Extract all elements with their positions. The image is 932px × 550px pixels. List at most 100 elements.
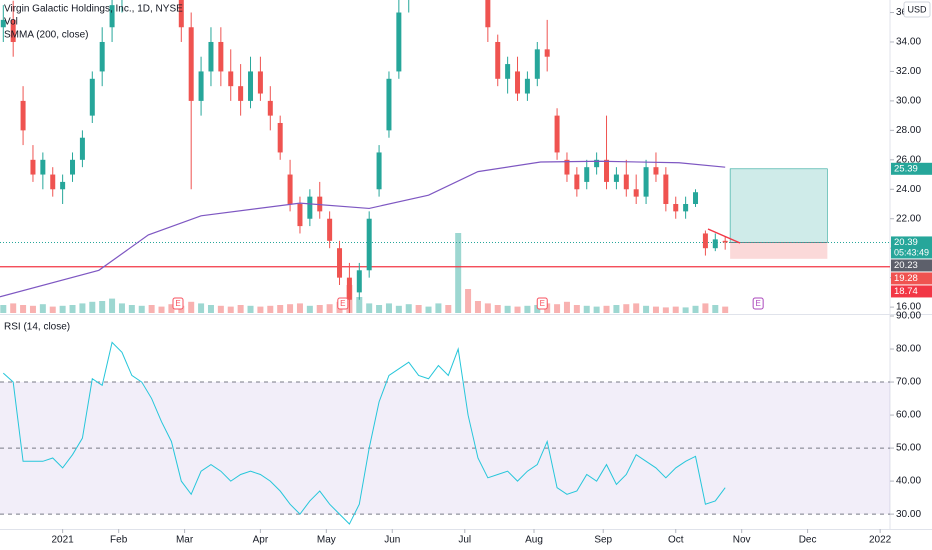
x-tick-label: Jun (384, 535, 400, 546)
volume-bar (138, 305, 145, 313)
candle-body (554, 115, 560, 153)
volume-bar (682, 307, 689, 313)
candle-body (346, 277, 352, 300)
volume-bar (287, 304, 294, 313)
price-badge (891, 272, 932, 285)
chart-title: Virgin Galactic Holdings, Inc., 1D, NYSE (4, 4, 183, 15)
x-tick-label: Apr (253, 535, 269, 546)
smma-line (0, 160, 726, 298)
currency-box[interactable] (903, 1, 931, 18)
candle-body (228, 71, 234, 87)
volume-bar (306, 305, 313, 313)
rsi-title: RSI (14, close) (4, 322, 70, 333)
candle-body (297, 204, 303, 227)
candle-body (524, 78, 530, 94)
candle-body (386, 78, 392, 131)
volume-bar (484, 303, 491, 313)
candle-body (60, 181, 66, 190)
volume-bar (29, 305, 36, 313)
candle-body (198, 71, 204, 101)
volume-bar (593, 306, 600, 313)
candle-body (356, 270, 362, 293)
candle-body (0, 19, 6, 28)
volume-bar (257, 306, 264, 313)
volume-bar (385, 303, 392, 313)
volume-bar (435, 303, 442, 313)
price-badge-label: 20.39 (894, 237, 918, 248)
x-tick-label: Sep (594, 535, 612, 546)
candle-body (277, 122, 283, 153)
price-badge-label: 18.74 (894, 286, 918, 297)
volume-bar (474, 301, 481, 313)
x-tick-label: Mar (176, 535, 194, 546)
y-tick-label: 50.00 (896, 443, 921, 454)
earnings-label: E (755, 299, 760, 308)
y-tick-label: 34.00 (896, 37, 921, 48)
candle-body (79, 137, 85, 160)
candle-body (257, 71, 263, 94)
y-tick-label: 40.00 (896, 476, 921, 487)
candle-body (366, 218, 372, 271)
y-tick-label: 90.00 (896, 311, 921, 322)
candle-body (248, 71, 254, 101)
volume-bar (188, 301, 195, 313)
currency[interactable]: USD (907, 4, 927, 14)
volume-bar (504, 305, 511, 313)
volume-bar (99, 301, 106, 313)
candle-body (40, 159, 46, 175)
candle-body (178, 0, 184, 28)
volume-bar (425, 306, 432, 313)
candle-body (574, 174, 580, 190)
volume-bar (356, 297, 363, 313)
x-tick-label: May (317, 535, 336, 546)
volume-bar (366, 303, 373, 313)
volume-bar (376, 305, 383, 313)
rsi-line (2, 341, 726, 525)
candle-body (722, 240, 728, 243)
x-tick-label: Jul (458, 535, 471, 546)
candle-body (287, 174, 293, 205)
volume-bar (0, 305, 7, 313)
y-tick-label: 28.00 (896, 125, 921, 136)
y-tick-label: 36 (896, 7, 908, 18)
y-tick-label: 80.00 (896, 344, 921, 355)
x-tick-label: Dec (799, 535, 817, 546)
volume-bar (227, 306, 234, 313)
time-axis: 2021 Feb Mar Apr May Jun Jul Aug Sep Oct Nov Dec 202… (52, 529, 892, 546)
y-tick-label: 60.00 (896, 410, 921, 421)
volume-bar (79, 303, 86, 313)
volume-bar (89, 301, 96, 313)
volume-bar (128, 305, 135, 313)
volume-bar (514, 306, 521, 313)
volume-bar (712, 305, 719, 313)
y-tick-label: 16.00 (896, 302, 921, 313)
candle-body (712, 239, 718, 249)
candle-body (218, 41, 224, 72)
candle-body (10, 19, 16, 42)
candle-body (70, 159, 76, 175)
volume-bar (217, 305, 224, 313)
candle-body (20, 100, 26, 131)
volume-bar (10, 303, 17, 313)
candle-body (267, 100, 273, 116)
countdown: 05:43:49 (894, 247, 929, 257)
volume-bar (277, 305, 284, 313)
volume-bar (267, 305, 274, 313)
candle-body (673, 204, 679, 212)
price-badge-label: 20.23 (894, 260, 918, 271)
candle-body (663, 174, 669, 205)
candle-body (564, 159, 570, 175)
candle-body (505, 64, 511, 79)
candle-body (485, 0, 491, 28)
candle-body (534, 49, 540, 79)
candle-body (327, 218, 333, 241)
volume-bar (109, 298, 116, 313)
rsi-band (0, 382, 890, 515)
volume-bar (59, 305, 66, 313)
x-tick-label: 2022 (869, 535, 892, 546)
volume-bar (148, 305, 155, 313)
volume-bar (326, 304, 333, 313)
earnings-marker (536, 297, 548, 310)
